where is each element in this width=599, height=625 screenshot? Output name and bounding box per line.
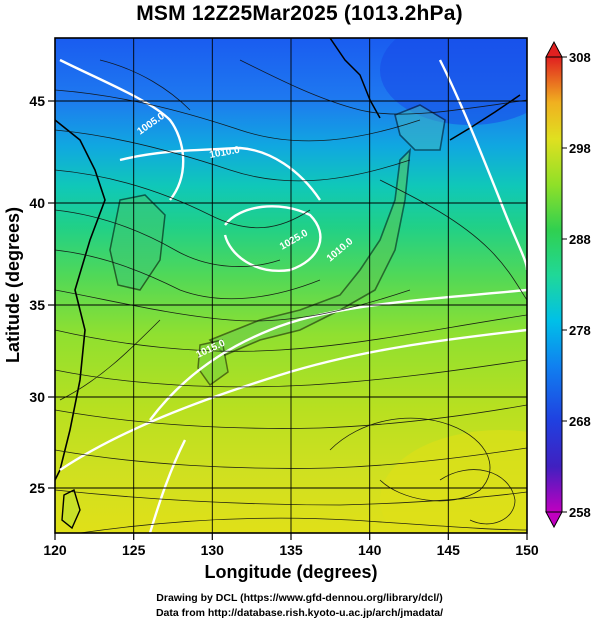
y-tick-labels: 25 30 35 40 45 [29,93,45,496]
colorbar-tick-label: 258 [569,505,591,520]
y-tick-label: 30 [29,389,45,405]
x-axis-label: Longitude (degrees) [204,562,377,582]
taiwan-land [61,489,81,530]
x-tick-label: 135 [279,542,303,558]
weather-map: 1005.0 1010.0 1010.0 1025.0 1015.0 120 1… [3,37,591,582]
sakhalin-coast [329,38,381,119]
x-tick-label: 125 [122,542,146,558]
x-tick-label: 130 [201,542,225,558]
y-tick-label: 25 [29,480,45,496]
kuril-islands [449,94,521,141]
colorbar-tick-label: 278 [569,323,591,338]
colorbar-top-arrow [545,40,563,58]
colorbar-tick-label: 298 [569,141,591,156]
honshu-land [208,147,412,356]
temperature-field [55,38,527,533]
y-tick-label: 35 [29,297,45,313]
colorbar-tick-label: 288 [569,232,591,247]
colorbar-tick-label: 268 [569,414,591,429]
gridlines [55,38,527,533]
hokkaido-land [394,104,446,151]
credit-line-drawing: Drawing by DCL (https://www.gfd-dennou.o… [156,592,443,604]
y-tick-label: 40 [29,195,45,211]
y-axis-label: Latitude (degrees) [3,207,23,363]
x-tick-label: 145 [437,542,461,558]
x-tick-label: 140 [358,542,382,558]
credit-line-data: Data from http://database.rish.kyoto-u.a… [155,607,444,619]
contour-label: 1010.0 [209,145,241,161]
colorbar-bottom-arrow [545,511,563,529]
tick-marks [48,100,528,540]
x-tick-label: 150 [515,542,539,558]
wind-streamlines [55,59,527,533]
x-tick-label: 120 [43,542,67,558]
x-tick-labels: 120 125 130 135 140 145 150 [43,542,539,558]
mainland-coast [55,119,106,481]
isobars [59,58,527,533]
colorbar: 308 298 288 278 268 258 [545,40,591,529]
figure-title: MSM 12Z25Mar2025 (1013.2hPa) [136,2,463,25]
y-tick-label: 45 [29,93,45,109]
colorbar-tick-label: 308 [569,50,591,65]
